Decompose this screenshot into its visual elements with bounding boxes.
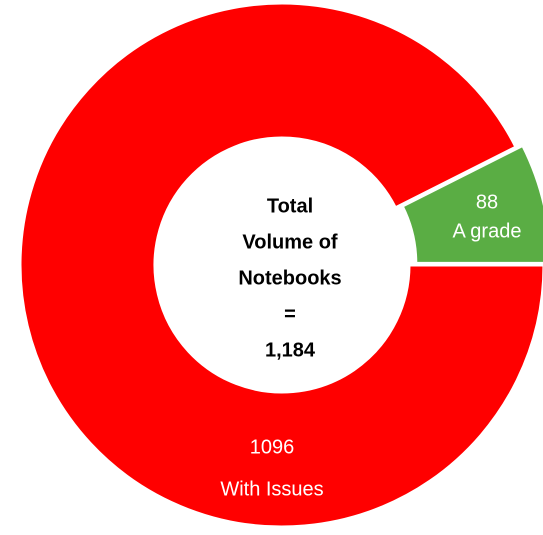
slice-value-label: 1096 — [250, 436, 295, 458]
center-text: Notebooks — [238, 267, 341, 289]
center-text: 1,184 — [265, 339, 316, 361]
center-text: Total — [267, 195, 313, 217]
donut-slice — [18, 1, 543, 529]
slice-value-label: 88 — [476, 191, 498, 213]
slice-category-label: A grade — [453, 220, 522, 242]
donut-slice — [400, 143, 543, 265]
slice-category-label: With Issues — [220, 478, 323, 500]
center-text: = — [284, 303, 296, 325]
center-text: Volume of — [242, 231, 338, 253]
